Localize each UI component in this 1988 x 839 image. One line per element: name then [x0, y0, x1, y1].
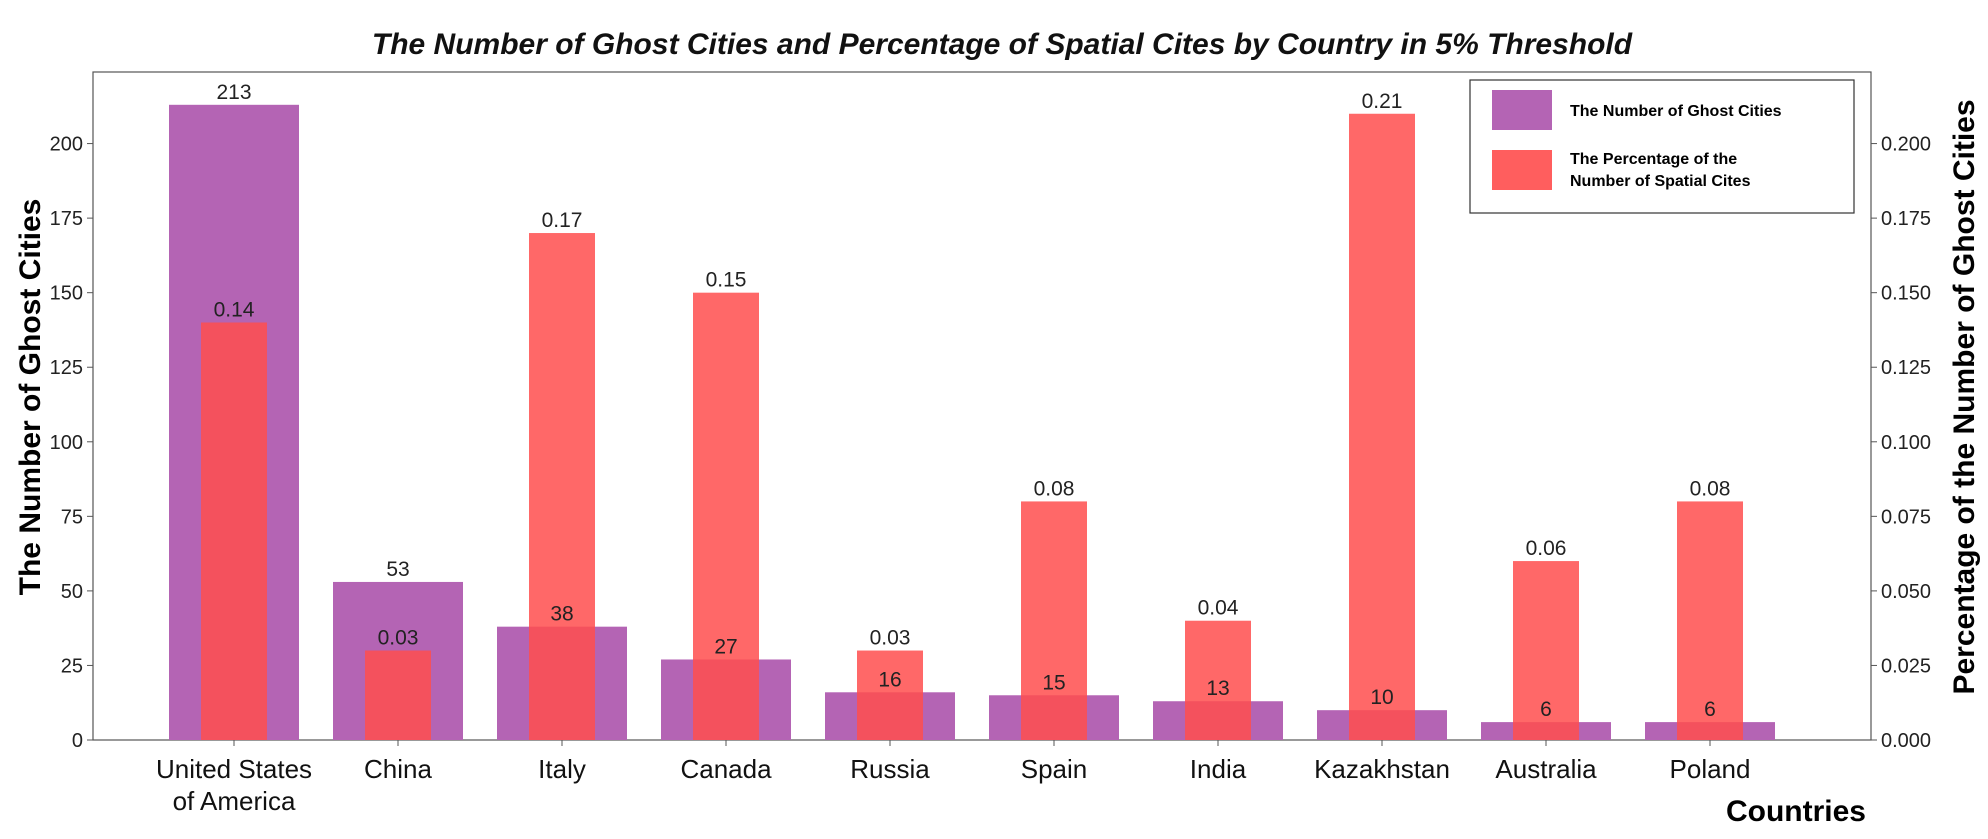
y2-tick-label: 0.025 — [1881, 655, 1931, 677]
data-label-ghost-cities: 13 — [1206, 677, 1229, 700]
y-tick-label: 150 — [50, 283, 83, 305]
x-tick-label: Kazakhstan — [1314, 754, 1450, 784]
y2-tick-label: 0.175 — [1881, 208, 1931, 230]
data-label-ghost-cities: 38 — [550, 603, 573, 626]
y2-tick-label: 0.125 — [1881, 357, 1931, 379]
data-label-spatial-percentage: 0.03 — [870, 627, 911, 650]
data-label-spatial-percentage: 0.15 — [706, 269, 747, 292]
y2-tick-label: 0.200 — [1881, 134, 1931, 156]
bar-spatial-percentage — [1677, 501, 1743, 740]
plot-frame — [92, 71, 1872, 741]
bar-spatial-percentage — [529, 233, 595, 741]
y2-tick-label: 0.100 — [1881, 432, 1931, 454]
legend-label-ghost-cities: The Number of Ghost Cities — [1570, 103, 1782, 120]
data-label-ghost-cities: 6 — [1704, 698, 1716, 721]
chart-title: The Number of Ghost Cities and Percentag… — [372, 28, 1633, 61]
legend: The Number of Ghost Cities The Percentage… — [1469, 79, 1855, 214]
plot-area: 0 25 50 75 100 125 150 175 200 0.000 0.025 0.050 0.0… — [50, 71, 1931, 816]
y-tick-label: 50 — [61, 581, 83, 603]
bar-spatial-percentage — [693, 292, 759, 740]
data-label-ghost-cities: 6 — [1540, 698, 1552, 721]
bar-spatial-percentage — [1021, 501, 1087, 740]
data-label-ghost-cities: 27 — [714, 635, 737, 658]
data-label-ghost-cities: 10 — [1370, 686, 1393, 709]
x-tick-label: of America — [173, 786, 296, 816]
data-label-ghost-cities: 15 — [1042, 671, 1065, 694]
y-tick-label: 75 — [61, 506, 83, 528]
bar-spatial-percentage — [1349, 113, 1415, 740]
x-tick-label: Spain — [1021, 754, 1088, 784]
data-label-spatial-percentage: 0.03 — [378, 627, 419, 650]
x-tick-label: China — [364, 754, 432, 784]
legend-label-spatial-percentage: The Percentage of the — [1570, 151, 1737, 168]
y-tick-label: 0 — [72, 730, 83, 752]
y-tick-label: 100 — [50, 432, 83, 454]
y-tick-label: 175 — [50, 208, 83, 230]
y2-tick-label: 0.075 — [1881, 506, 1931, 528]
x-tick-label: Italy — [538, 754, 586, 784]
bar-spatial-percentage — [1185, 620, 1251, 740]
x-tick-label: Canada — [680, 754, 772, 784]
legend-swatch-ghost-cities — [1492, 90, 1552, 130]
data-label-spatial-percentage: 0.17 — [542, 209, 583, 232]
y-tick-label: 25 — [61, 655, 83, 677]
x-tick-label: United States — [156, 754, 312, 784]
y-axis-title: The Number of Ghost Cities — [14, 199, 47, 596]
y-tick-label: 125 — [50, 357, 83, 379]
data-label-spatial-percentage: 0.08 — [1690, 477, 1731, 500]
data-label-spatial-percentage: 0.14 — [214, 299, 255, 322]
data-label-spatial-percentage: 0.08 — [1034, 477, 1075, 500]
data-label-spatial-percentage: 0.21 — [1362, 90, 1403, 113]
x-tick-label: Russia — [850, 754, 930, 784]
bar-spatial-percentage — [201, 322, 267, 740]
data-label-spatial-percentage: 0.04 — [1198, 597, 1239, 620]
x-tick-label: Australia — [1495, 754, 1597, 784]
data-label-ghost-cities: 16 — [878, 668, 901, 691]
y2-tick-label: 0.050 — [1881, 581, 1931, 603]
y2-axis-title: Percentage of the Number of Ghost Cities — [1948, 99, 1981, 694]
x-axis-title: Countries — [1726, 795, 1866, 828]
data-label-ghost-cities: 213 — [216, 81, 251, 104]
y2-tick-label: 0.000 — [1881, 730, 1931, 752]
data-label-ghost-cities: 53 — [386, 558, 409, 581]
x-tick-label: India — [1190, 754, 1247, 784]
legend-swatch-spatial-percentage — [1492, 150, 1552, 190]
bar-spatial-percentage — [365, 650, 431, 740]
x-tick-label: Poland — [1670, 754, 1751, 784]
bar-spatial-percentage — [857, 650, 923, 740]
y2-tick-label: 0.150 — [1881, 283, 1931, 305]
data-label-spatial-percentage: 0.06 — [1526, 537, 1567, 560]
bar-spatial-percentage — [1513, 561, 1579, 740]
y-tick-label: 200 — [50, 134, 83, 156]
legend-label-spatial-percentage: Number of Spatial Cites — [1570, 173, 1751, 190]
